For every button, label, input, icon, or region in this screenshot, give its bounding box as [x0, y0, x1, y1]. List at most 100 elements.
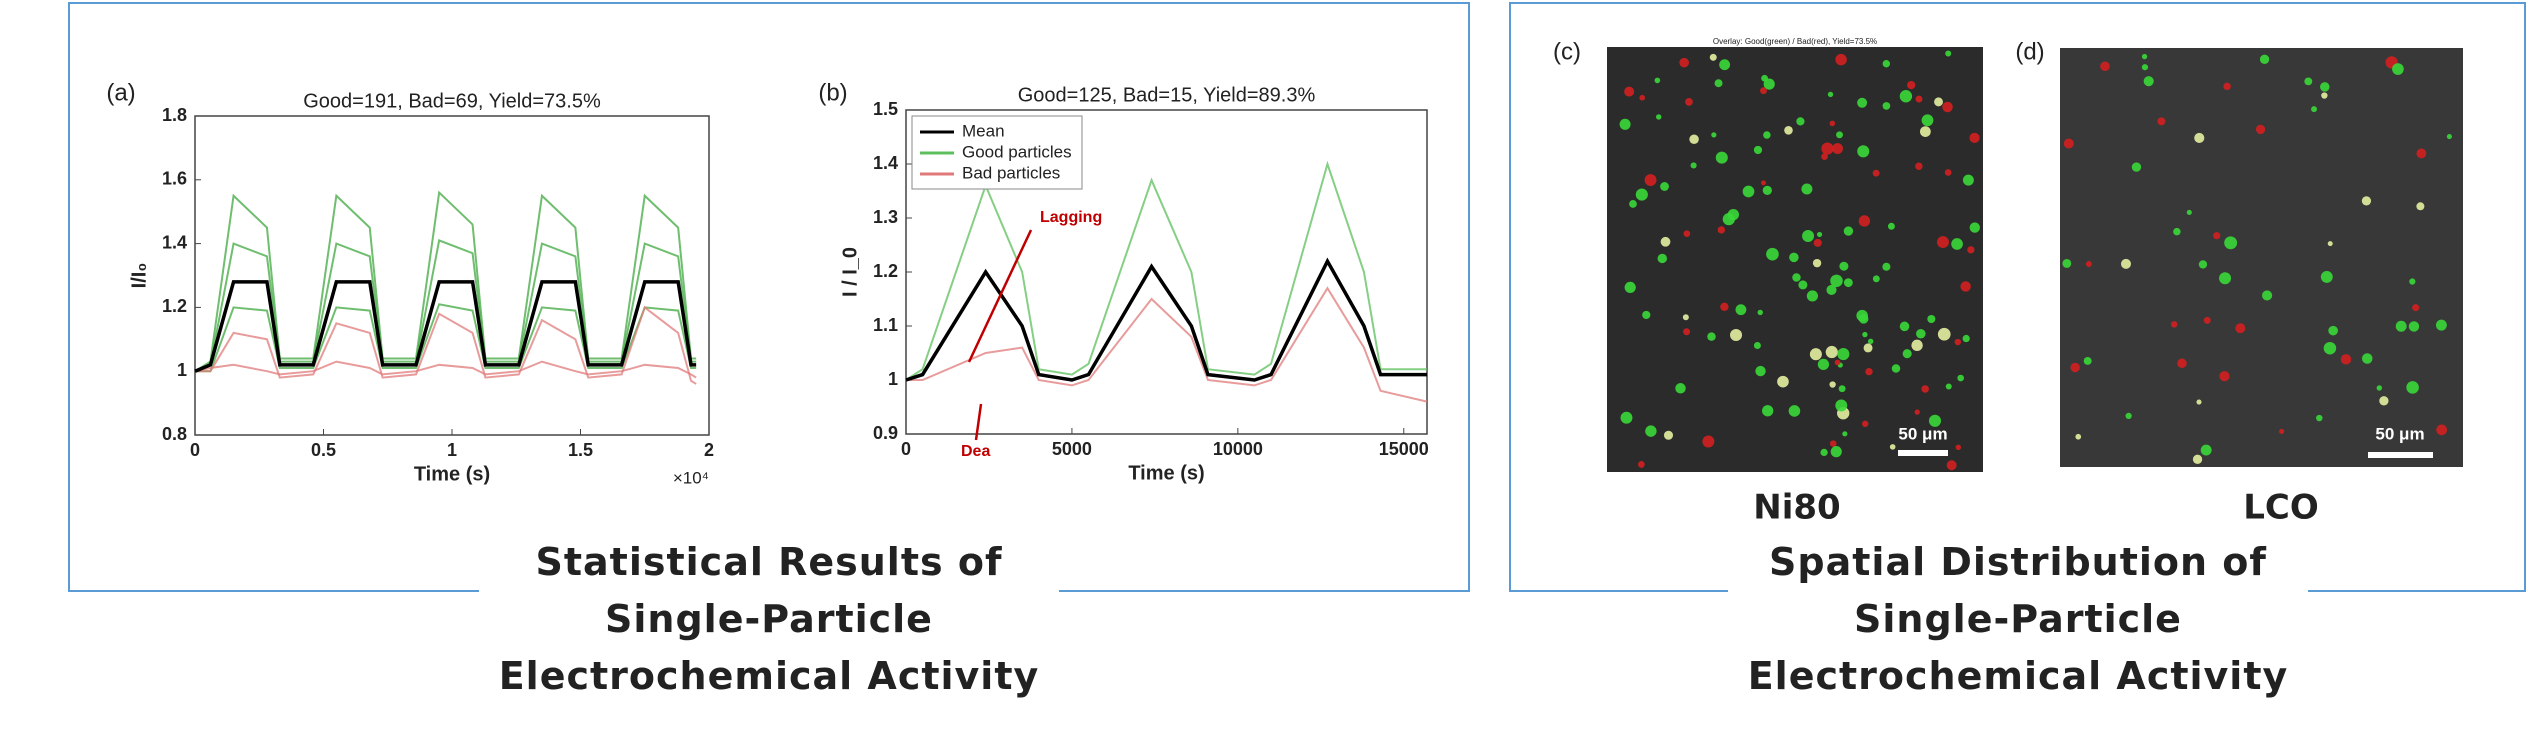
particle [1837, 348, 1850, 361]
particle [2196, 399, 2202, 405]
particle [1862, 420, 1869, 428]
y-tick-label: 1 [888, 369, 898, 389]
particle [1857, 97, 1868, 108]
particle [2340, 354, 2352, 365]
particle [1834, 359, 1841, 366]
particle [2219, 371, 2230, 382]
caption-line: Electrochemical Activity [1747, 654, 2289, 698]
particle [1830, 274, 1843, 288]
particle [2412, 304, 2420, 312]
particle [1821, 153, 1828, 161]
particle [1934, 97, 1943, 107]
series-line [195, 305, 697, 385]
particle [1762, 405, 1774, 417]
particle [1836, 131, 1843, 139]
particle [1639, 94, 1646, 101]
particle [1760, 87, 1767, 95]
panel-label: (d) [2015, 38, 2044, 65]
y-tick-label: 1.4 [873, 153, 898, 173]
particle [2379, 396, 2389, 406]
particle [1796, 117, 1805, 126]
particle [1753, 341, 1761, 350]
x-tick-label: 1.5 [568, 440, 593, 460]
particle [1816, 231, 1823, 238]
y-tick-label: 1.4 [162, 232, 187, 252]
particle [1762, 185, 1772, 195]
particle [1911, 339, 1923, 352]
particle [2446, 134, 2452, 140]
panel-label: (a) [106, 79, 135, 106]
particle [1624, 86, 1635, 97]
particle [1714, 79, 1723, 88]
particle [2408, 321, 2420, 332]
particle [1715, 151, 1728, 164]
particle [2083, 356, 2092, 365]
particle [1829, 381, 1836, 388]
particle [1813, 238, 1822, 247]
x-offset-label: ×10⁴ [673, 468, 709, 487]
particle [1679, 57, 1689, 68]
particle [2320, 82, 2330, 92]
caption-line: Single-Particle [605, 597, 933, 641]
particle [2085, 261, 2092, 267]
chart-title: Good=125, Bad=15, Yield=89.3% [1018, 84, 1316, 106]
annotation-arrow [967, 229, 1033, 363]
particle [1937, 327, 1951, 341]
series-line [194, 239, 697, 373]
panel-caption: Ni80 [1753, 488, 1840, 528]
particle [1657, 253, 1668, 264]
particle [1955, 444, 1962, 451]
particle [2406, 381, 2419, 394]
particle [1916, 328, 1926, 339]
series-line [194, 280, 697, 373]
particle [2235, 323, 2246, 334]
particle [1753, 145, 1763, 155]
y-tick-label: 1.1 [873, 315, 898, 335]
particle [2219, 272, 2232, 285]
particle [2376, 385, 2383, 391]
particle [1675, 383, 1686, 394]
particle [1829, 440, 1837, 447]
panel-label: (b) [818, 79, 847, 106]
particle [1735, 304, 1747, 316]
particle [1829, 120, 1836, 127]
caption: Statistical Results of Single-Particle E… [479, 534, 1059, 705]
panel-label: (c) [1553, 38, 1581, 65]
particle [2213, 232, 2221, 240]
series-line [905, 160, 1427, 381]
scale-label: 50 μm [2375, 424, 2424, 443]
particle [1702, 435, 1715, 448]
annotation: Lagging [1040, 209, 1102, 226]
particle [1951, 238, 1963, 250]
particle [2100, 61, 2110, 72]
particle [1760, 180, 1767, 186]
particle [2304, 77, 2313, 86]
particle [2262, 290, 2273, 301]
particle [1843, 226, 1854, 236]
caption-line: Electrochemical Activity [498, 654, 1040, 698]
plot-area [194, 115, 710, 436]
particle [1784, 126, 1793, 135]
particle [1889, 444, 1896, 450]
particle [1962, 174, 1974, 186]
overlay-title: Overlay: Good(green) / Bad(red), Yield=7… [1713, 37, 1877, 46]
particle [1660, 182, 1669, 191]
particle [1656, 114, 1662, 120]
particle [1644, 174, 1657, 187]
particle [2255, 124, 2266, 135]
particle [1629, 200, 1637, 208]
particle [2192, 454, 2203, 464]
y-tick-label: 0.8 [162, 424, 187, 444]
particle [2323, 341, 2337, 355]
y-axis-label: I/I₀ [128, 263, 150, 289]
particle [1887, 222, 1895, 230]
y-tick-label: 1.6 [162, 169, 187, 189]
particle [2062, 258, 2072, 268]
particle [1867, 338, 1874, 345]
particle [1835, 53, 1847, 66]
particle [1755, 365, 1766, 377]
particle [2157, 117, 2166, 126]
particle [1820, 448, 1828, 457]
particle [1942, 101, 1953, 113]
particle [1689, 134, 1699, 145]
